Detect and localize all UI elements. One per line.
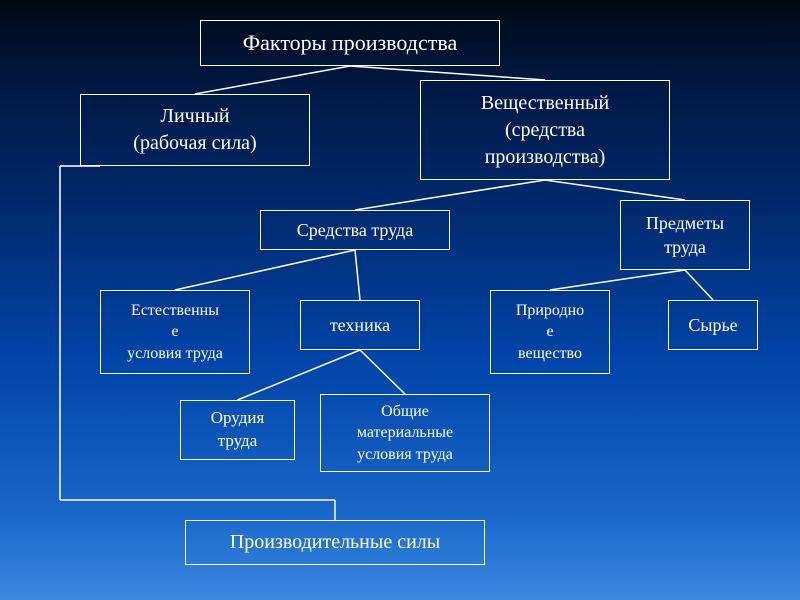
node-label: Производительные силы	[230, 529, 440, 556]
node-syr: Сырье	[668, 300, 758, 350]
node-label: Орудиятруда	[211, 407, 265, 453]
node-vesh: Вещественный(средствапроизводства)	[420, 80, 670, 180]
node-label: техника	[330, 313, 390, 337]
node-label: Предметытруда	[646, 211, 724, 260]
node-estest: Естественныеусловия труда	[100, 290, 250, 374]
node-label: Сырье	[688, 313, 737, 337]
node-predm: Предметытруда	[620, 200, 750, 270]
node-root: Факторы производства	[200, 20, 500, 66]
node-label: Личный(рабочая сила)	[133, 103, 256, 157]
node-label: Вещественный(средствапроизводства)	[481, 90, 609, 171]
node-prod: Производительные силы	[185, 520, 485, 565]
node-obsh: Общиематериальныеусловия труда	[320, 394, 490, 472]
node-lichn: Личный(рабочая сила)	[80, 94, 310, 166]
node-label: Естественныеусловия труда	[127, 300, 223, 365]
node-label: Факторы производства	[243, 28, 457, 58]
node-label: Средства труда	[297, 218, 413, 242]
node-prir: Природноевещество	[490, 290, 610, 374]
node-label: Общиематериальныеусловия труда	[357, 401, 453, 466]
node-sred: Средства труда	[260, 210, 450, 250]
node-label: Природноевещество	[516, 300, 584, 365]
node-tekh: техника	[300, 300, 420, 350]
node-orud: Орудиятруда	[180, 400, 295, 460]
